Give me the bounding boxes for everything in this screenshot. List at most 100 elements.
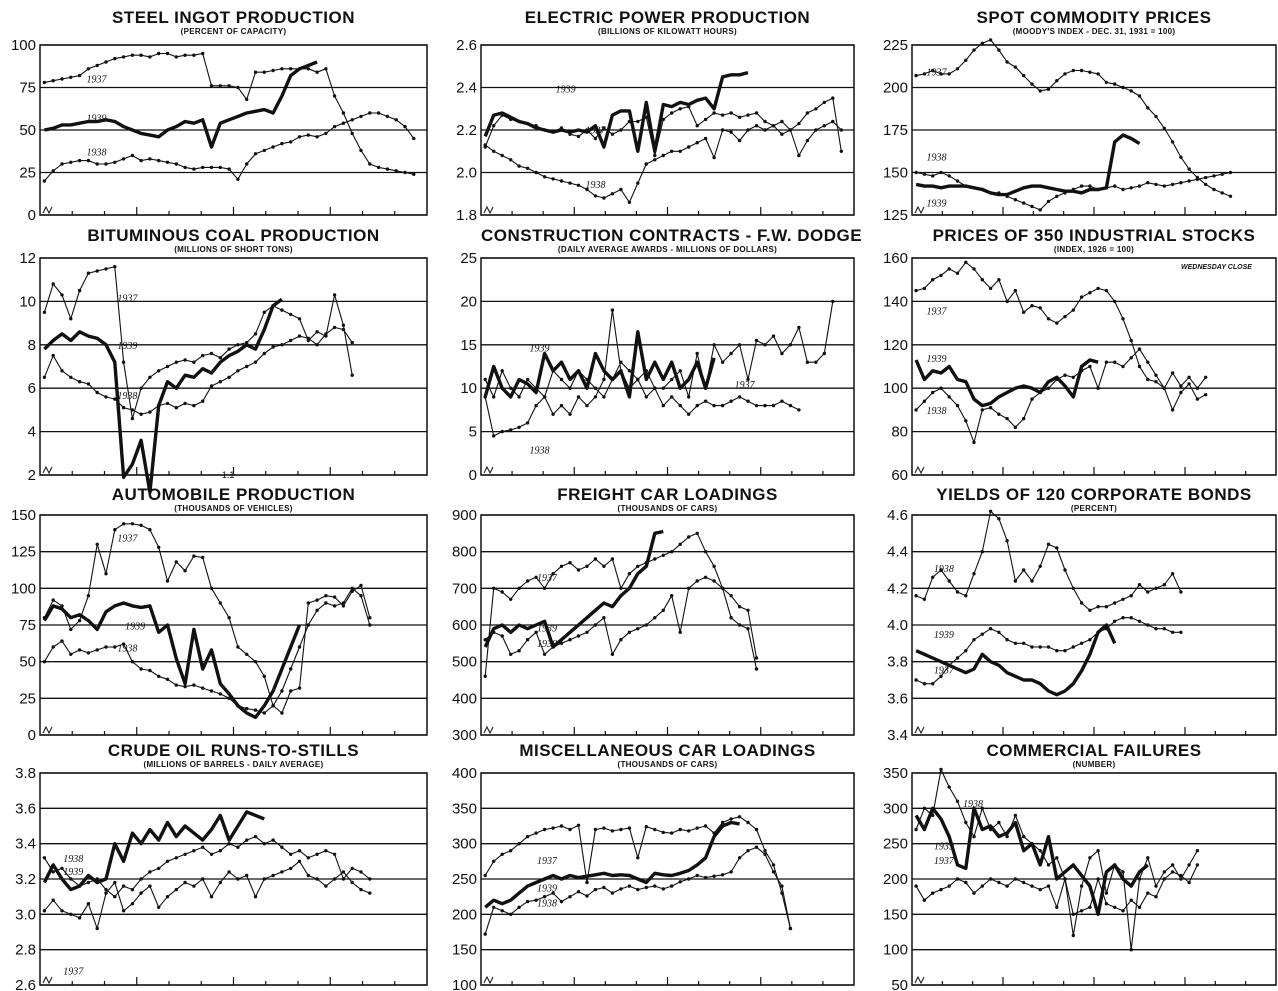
data-point <box>306 601 310 605</box>
y-tick-label: 25 <box>19 690 36 707</box>
data-point <box>332 124 337 129</box>
chart-subtitle: (MOODY'S INDEX - DEC. 31, 1931 = 100) <box>1012 27 1176 36</box>
data-point <box>1154 627 1158 631</box>
data-point <box>1162 870 1166 874</box>
data-point <box>1046 884 1051 888</box>
data-point <box>289 852 293 856</box>
data-point <box>69 317 73 321</box>
data-point <box>509 597 513 601</box>
data-point <box>525 899 530 904</box>
data-point <box>509 849 513 853</box>
y-tick-label: 50 <box>19 654 36 671</box>
series-label: 1938 <box>927 406 947 417</box>
data-point <box>192 849 196 853</box>
data-point <box>610 308 615 312</box>
data-point <box>201 845 205 849</box>
chart-plot: 0 5 10 15 20 25 1937 1938 1939 <box>460 250 855 484</box>
data-point <box>324 849 328 853</box>
data-point <box>1038 306 1042 310</box>
data-point <box>568 638 572 642</box>
data-point <box>77 380 82 384</box>
y-tick-label: 140 <box>883 293 908 310</box>
data-point <box>492 905 496 909</box>
data-point <box>1179 181 1183 185</box>
data-point <box>1013 288 1018 293</box>
data-point <box>980 806 984 810</box>
data-point <box>1179 877 1183 881</box>
data-point <box>695 403 699 408</box>
chart-subtitle: (INDEX, 1926 = 100) <box>1053 245 1135 254</box>
data-point <box>1088 291 1092 295</box>
data-point <box>746 128 750 132</box>
data-point <box>559 179 564 183</box>
plot-frame <box>480 257 855 476</box>
data-point <box>534 403 538 408</box>
data-point <box>1195 386 1200 390</box>
data-point <box>997 630 1001 634</box>
data-point <box>227 870 231 874</box>
series-label: 1939 <box>125 621 145 632</box>
y-tick-label: 25 <box>460 250 477 267</box>
series-line-1939 <box>483 529 664 649</box>
data-point <box>86 594 91 598</box>
data-point <box>931 682 935 686</box>
data-point <box>306 133 310 137</box>
data-point <box>1022 73 1026 78</box>
data-point <box>350 340 354 345</box>
data-point <box>1055 194 1059 198</box>
data-point <box>95 390 99 395</box>
data-point <box>593 386 598 390</box>
y-tick-label: 75 <box>19 617 36 634</box>
data-point <box>1096 286 1100 291</box>
y-tick-label: 2 <box>28 467 36 484</box>
data-point <box>737 856 742 860</box>
data-point <box>1038 645 1042 649</box>
data-point <box>209 84 214 88</box>
data-point <box>653 616 657 620</box>
data-point <box>201 165 205 170</box>
data-point <box>253 152 258 156</box>
series-label: 1939 <box>117 341 137 352</box>
y-tick-label: 3.4 <box>15 836 36 853</box>
data-point <box>720 113 725 117</box>
data-point <box>192 554 196 558</box>
y-tick-label: 175 <box>883 122 908 139</box>
data-point <box>754 124 759 128</box>
data-point <box>955 877 960 881</box>
data-point <box>1104 80 1109 85</box>
data-point <box>376 165 381 170</box>
data-point <box>1121 317 1125 321</box>
data-point <box>997 48 1001 52</box>
data-point <box>687 535 691 539</box>
y-tick-label: 100 <box>11 37 36 54</box>
data-point <box>483 143 487 147</box>
data-point <box>576 183 581 187</box>
data-point <box>104 645 108 649</box>
data-point <box>183 53 187 57</box>
data-point <box>988 509 993 513</box>
data-point <box>678 827 682 832</box>
data-point <box>1113 905 1117 909</box>
series-line-1938 <box>484 120 842 203</box>
y-tick-label: 300 <box>452 836 477 853</box>
data-point <box>754 338 759 343</box>
data-point <box>306 856 310 860</box>
data-point <box>1154 114 1158 119</box>
data-point <box>1162 583 1166 587</box>
data-point <box>289 667 293 671</box>
data-point <box>754 111 759 115</box>
data-point <box>788 403 793 408</box>
data-point <box>289 67 293 71</box>
data-point <box>627 572 632 576</box>
data-point <box>737 395 742 399</box>
data-point <box>551 177 555 181</box>
y-tick-label: 2.0 <box>456 165 477 182</box>
y-tick-label: 125 <box>883 207 908 224</box>
data-point <box>670 831 674 835</box>
data-point <box>602 564 606 568</box>
data-point <box>720 820 725 825</box>
data-point <box>113 880 117 885</box>
data-point <box>746 820 750 825</box>
data-point <box>174 406 178 410</box>
data-point <box>60 369 64 373</box>
